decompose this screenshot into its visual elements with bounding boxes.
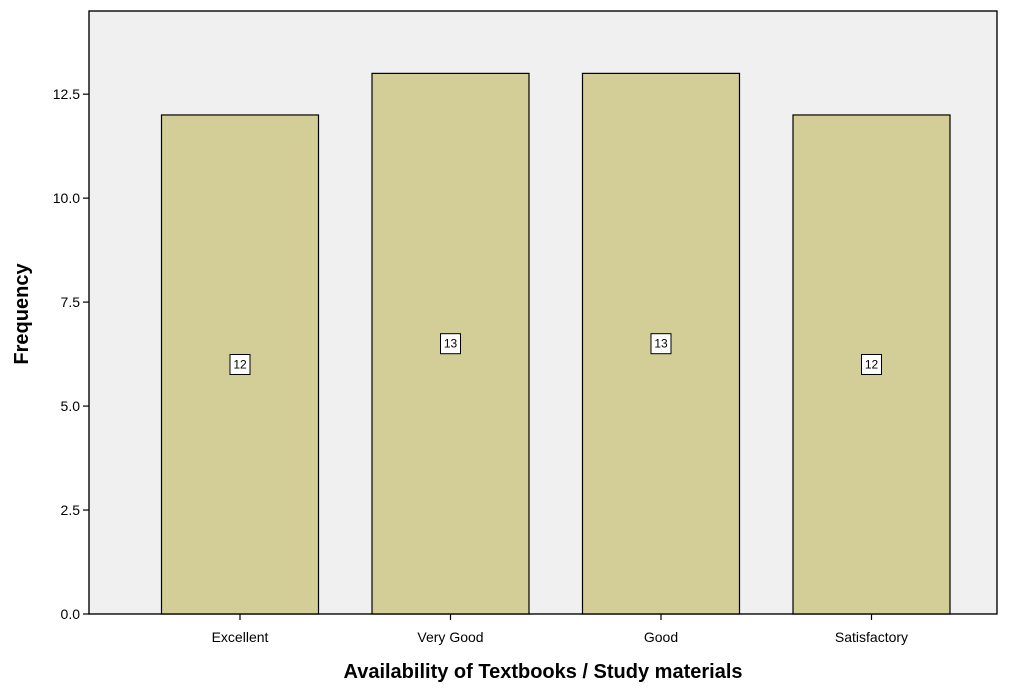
y-tick-label: 0.0 bbox=[61, 606, 81, 622]
data-label: 13 bbox=[654, 337, 668, 351]
y-tick-label: 2.5 bbox=[61, 502, 81, 518]
data-label: 12 bbox=[233, 357, 247, 371]
x-tick-label: Excellent bbox=[212, 629, 269, 645]
data-label-box bbox=[440, 333, 461, 355]
bars bbox=[160, 72, 951, 615]
y-tick-label: 10.0 bbox=[53, 190, 80, 206]
data-label-box bbox=[861, 353, 882, 375]
data-label: 13 bbox=[444, 337, 458, 351]
x-tick-label: Good bbox=[644, 629, 678, 645]
data-label-box bbox=[229, 353, 251, 375]
y-axis-title: Frequency bbox=[11, 263, 33, 365]
data-label-box bbox=[650, 333, 672, 355]
data-labels: 12 13 13 12 bbox=[229, 333, 882, 375]
y-tick-label: 5.0 bbox=[61, 398, 81, 414]
data-label: 12 bbox=[865, 357, 879, 371]
y-tick-label: 7.5 bbox=[61, 294, 81, 310]
plot-frame bbox=[88, 10, 998, 615]
x-axis-ticks: Excellent Very Good Good Satisfactory bbox=[212, 614, 908, 645]
y-axis-ticks: 0.0 2.5 5.0 7.5 10.0 12.5 bbox=[53, 86, 89, 622]
y-tick-label: 12.5 bbox=[53, 86, 80, 102]
x-tick-label: Very Good bbox=[417, 629, 483, 645]
x-axis-title: Availability of Textbooks / Study materi… bbox=[344, 661, 743, 683]
x-tick-label: Satisfactory bbox=[835, 629, 908, 645]
